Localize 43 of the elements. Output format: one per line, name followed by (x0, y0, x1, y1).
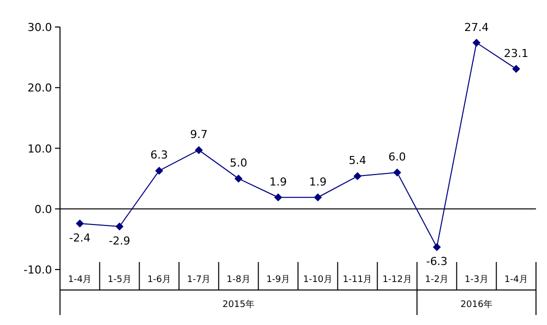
data-label: -6.3 (426, 255, 448, 268)
data-label: 5.4 (348, 154, 366, 168)
point (234, 174, 242, 183)
y-tick-label: 0.0 (34, 202, 52, 216)
y-tick-label: 30.0 (28, 21, 52, 34)
data-label: 9.7 (190, 128, 208, 142)
x-tick-label: 1-3月 (464, 275, 488, 285)
point (314, 193, 322, 202)
data-label: 6.0 (388, 150, 406, 164)
x-tick-label: 1-10月 (303, 275, 333, 285)
y-tick-label: 10.0 (28, 142, 52, 156)
point (432, 243, 441, 252)
y-tick-label: -10.0 (24, 264, 52, 277)
x-tick-label: 1-4月 (504, 275, 528, 285)
data-label: -2.9 (108, 234, 130, 248)
point (393, 168, 402, 177)
x-tick-label: 1-9月 (266, 275, 290, 285)
point (116, 222, 124, 230)
point (194, 146, 203, 154)
annotation: 2016年 (460, 299, 492, 310)
data-label: -2.4 (69, 231, 91, 244)
x-tick-label: 1-7月 (186, 275, 211, 285)
y-tick-label: 20.0 (28, 82, 52, 95)
data-label: 5.0 (230, 156, 248, 170)
x-tick-label: 1-5月 (108, 275, 132, 285)
data-label: 6.3 (150, 148, 168, 162)
data-label: 27.4 (464, 20, 489, 34)
point (76, 219, 84, 228)
x-tick-label: 1-12月 (382, 275, 412, 285)
x-tick-label: 1-8月 (226, 275, 250, 285)
point (274, 193, 282, 202)
point (512, 64, 520, 73)
annotation: 2015年 (222, 299, 254, 310)
x-tick-label: 1-2月 (424, 275, 449, 285)
data-label: 1.9 (309, 175, 327, 188)
x-tick-label: 1-6月 (147, 275, 172, 285)
data-label: 1.9 (269, 175, 287, 188)
point (155, 166, 164, 175)
x-tick-label: 1-11月 (342, 275, 372, 285)
point (472, 38, 480, 47)
point (354, 172, 362, 180)
data-label: 23.1 (504, 46, 528, 60)
x-tick-label: 1-4月 (68, 275, 92, 285)
